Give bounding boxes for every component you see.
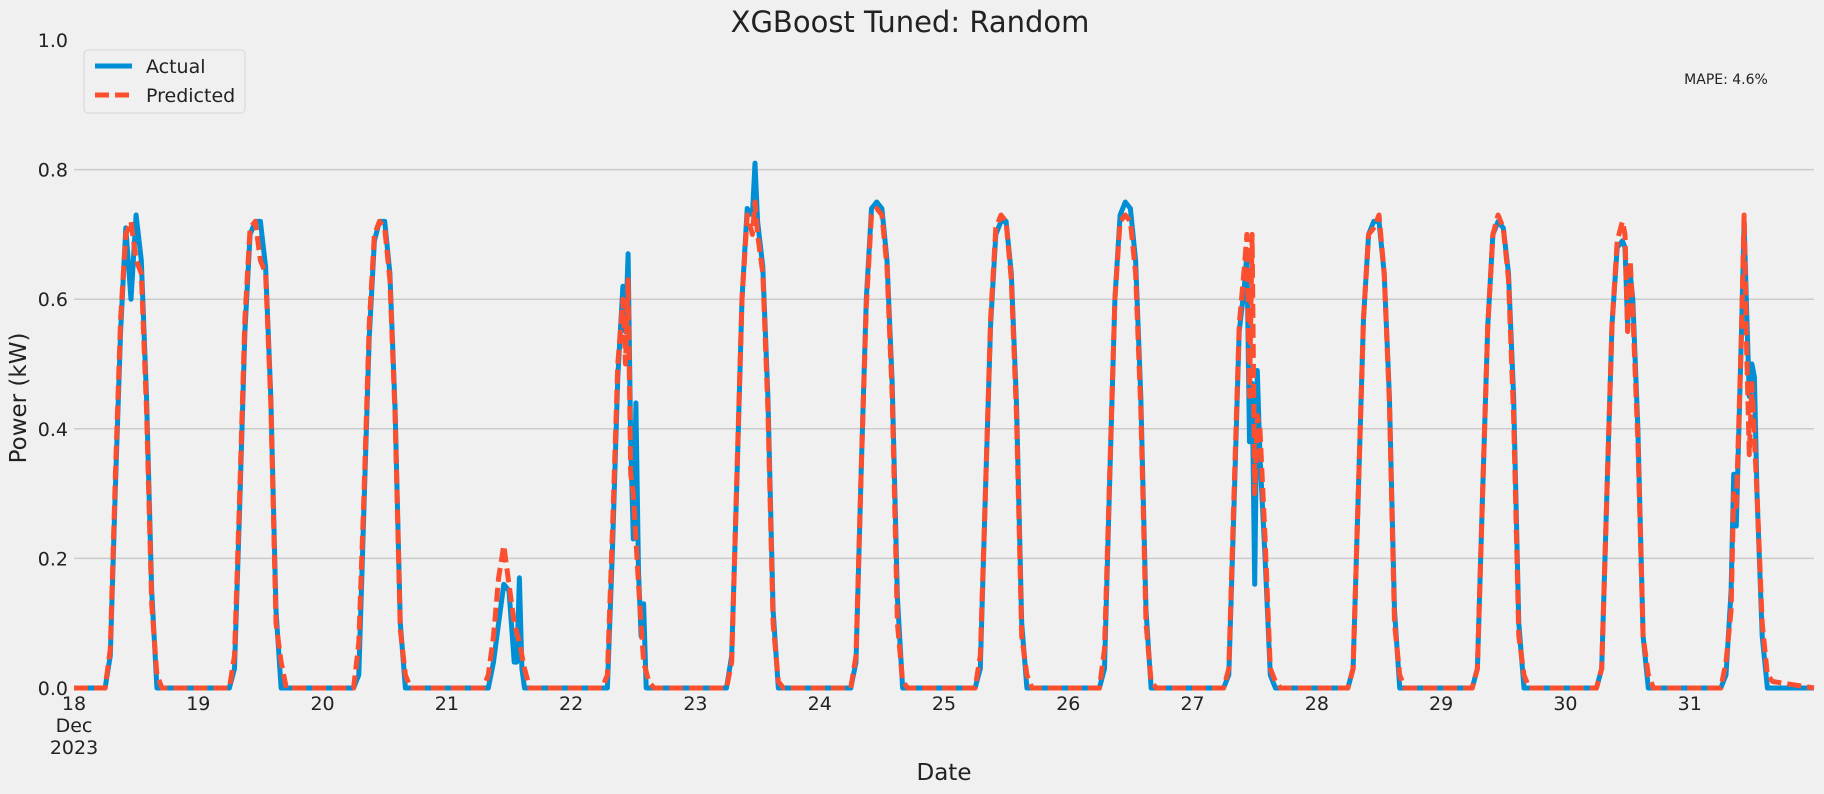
x-tick-sublabel: Dec	[56, 715, 93, 737]
x-tick-label: 25	[932, 693, 956, 715]
y-axis-title: Power (kW)	[6, 333, 32, 464]
legend: Actual Predicted	[83, 49, 246, 114]
chart-title: XGBoost Tuned: Random	[731, 5, 1090, 39]
y-tick-label: 0.2	[38, 548, 68, 570]
y-tick-label: 0.6	[38, 289, 68, 311]
x-tick-label: 27	[1180, 693, 1204, 715]
legend-label-predicted: Predicted	[146, 85, 235, 107]
x-tick-label: 26	[1056, 693, 1080, 715]
x-axis-title: Date	[917, 760, 972, 786]
series-line-predicted	[74, 199, 1815, 691]
x-tick-label: 18	[62, 693, 86, 715]
y-tick-label: 0.8	[38, 160, 68, 182]
mape-annotation: MAPE: 4.6%	[1684, 72, 1768, 88]
x-tick-label: 23	[683, 693, 707, 715]
x-tick-label: 28	[1305, 693, 1329, 715]
y-tick-label: 0.4	[38, 419, 68, 441]
x-tick-label: 20	[310, 693, 334, 715]
x-tick-label: 19	[186, 693, 210, 715]
x-tick-label: 21	[435, 693, 459, 715]
x-tick-label: 22	[559, 693, 583, 715]
x-tick-label: 30	[1553, 693, 1577, 715]
series-layer	[74, 160, 1815, 691]
x-tick-label: 24	[808, 693, 832, 715]
y-tick-label: 0.0	[38, 678, 68, 700]
legend-label-actual: Actual	[146, 56, 206, 78]
x-tick-label: 31	[1678, 693, 1702, 715]
y-axis-ticks: 0.0 0.2 0.4 0.6 0.8 1.0	[38, 30, 68, 700]
x-tick-label: 29	[1429, 693, 1453, 715]
x-tick-sublabel: 2023	[50, 737, 98, 759]
y-tick-label: 1.0	[38, 30, 68, 52]
